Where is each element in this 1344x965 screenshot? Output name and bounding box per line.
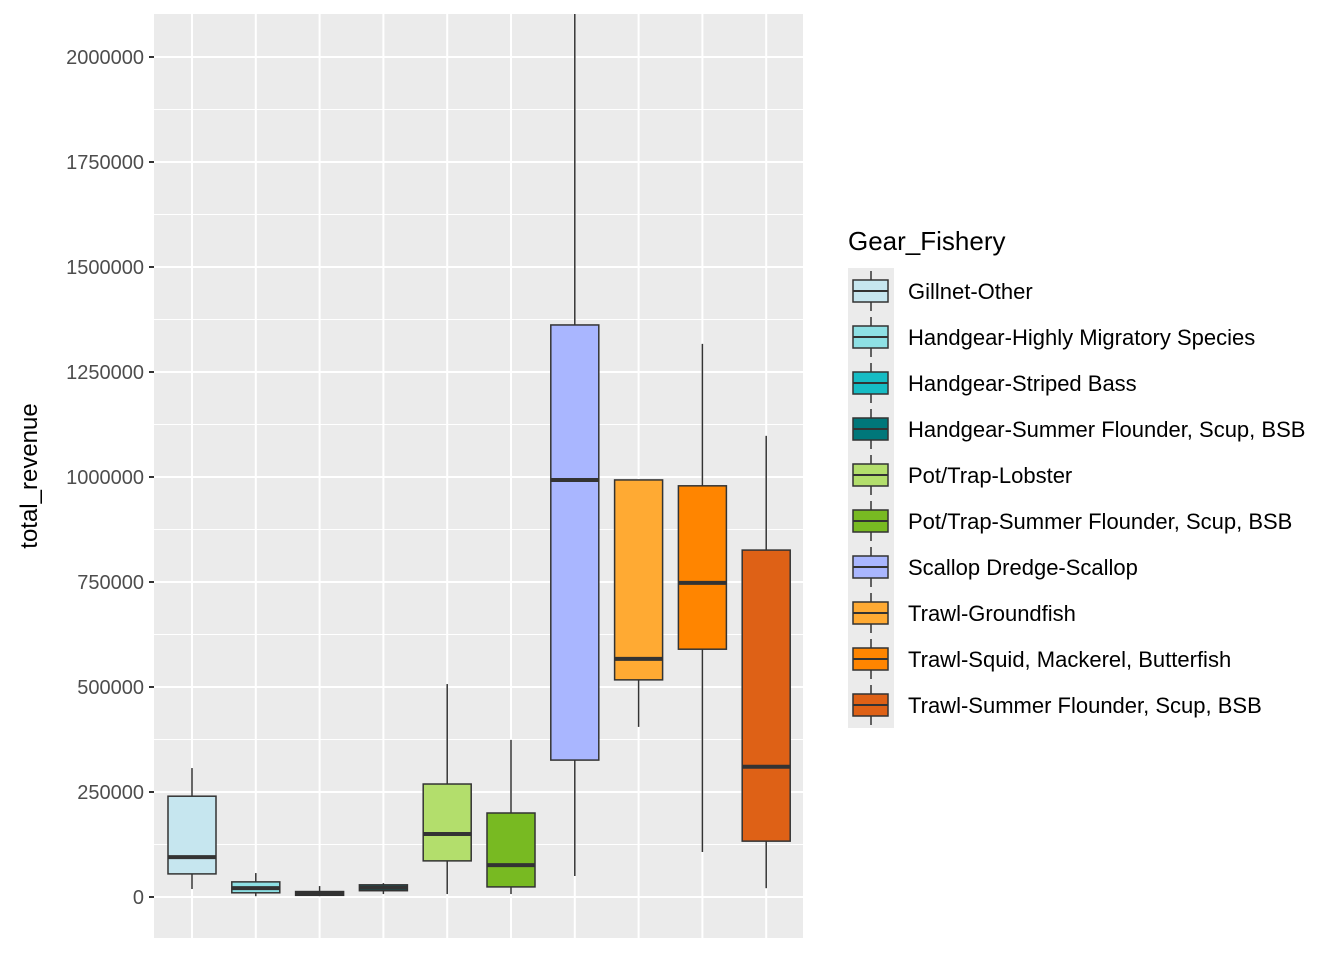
box	[167, 795, 217, 875]
box	[741, 549, 791, 842]
legend-item: Scallop Dredge-Scallop	[852, 547, 1138, 587]
legend-label: Trawl-Summer Flounder, Scup, BSB	[908, 693, 1262, 718]
legend-item: Pot/Trap-Summer Flounder, Scup, BSB	[852, 501, 1292, 541]
boxes	[167, 14, 791, 897]
legend-item: Trawl-Summer Flounder, Scup, BSB	[852, 685, 1262, 725]
box	[486, 812, 536, 888]
box	[677, 485, 728, 650]
box-1	[167, 768, 217, 890]
legend-item: Handgear-Summer Flounder, Scup, BSB	[852, 409, 1305, 449]
y-tick-label: 500000	[77, 677, 144, 699]
legend-item: Trawl-Squid, Mackerel, Butterfish	[852, 639, 1231, 679]
box-2	[231, 873, 281, 897]
legend-item: Handgear-Highly Migratory Species	[852, 317, 1255, 357]
y-tick-label: 1000000	[66, 467, 144, 489]
box-8	[613, 479, 664, 727]
box	[550, 324, 600, 761]
legend-item: Trawl-Groundfish	[852, 593, 1076, 633]
legend-label: Gillnet-Other	[908, 279, 1033, 304]
y-tick-label: 1750000	[66, 152, 144, 174]
box-6	[486, 739, 536, 895]
y-tick-label: 1500000	[66, 257, 144, 279]
legend-label: Trawl-Squid, Mackerel, Butterfish	[908, 647, 1231, 672]
box-3	[294, 886, 345, 897]
legend: Gillnet-Other Handgear-Highly Migratory S…	[848, 268, 1305, 728]
y-axis-label: total_revenue	[16, 403, 43, 548]
y-tick-label: 2000000	[66, 47, 144, 69]
box	[422, 783, 472, 862]
legend-label: Handgear-Summer Flounder, Scup, BSB	[908, 417, 1305, 442]
legend-title: Gear_Fishery	[848, 226, 1006, 256]
box-10	[741, 435, 791, 889]
box-7	[550, 14, 600, 876]
box	[613, 479, 664, 681]
y-tick-label: 0	[133, 887, 144, 909]
y-axis: 0 250000 500000 750000 1000000 1250000 1500000…	[66, 47, 154, 909]
legend-label: Pot/Trap-Lobster	[908, 463, 1072, 488]
y-tick-label: 750000	[77, 572, 144, 594]
legend-item: Pot/Trap-Lobster	[852, 455, 1072, 495]
legend-label: Handgear-Highly Migratory Species	[908, 325, 1255, 350]
legend-item: Handgear-Striped Bass	[852, 363, 1137, 403]
legend-label: Scallop Dredge-Scallop	[908, 555, 1138, 580]
box-9	[677, 343, 728, 853]
box-5	[422, 684, 472, 895]
legend-item: Gillnet-Other	[852, 271, 1033, 311]
y-tick-label: 250000	[77, 782, 144, 804]
legend-label: Trawl-Groundfish	[908, 601, 1076, 626]
legend-label: Pot/Trap-Summer Flounder, Scup, BSB	[908, 509, 1292, 534]
legend-label: Handgear-Striped Bass	[908, 371, 1137, 396]
y-tick-label: 1250000	[66, 362, 144, 384]
box-4	[358, 883, 409, 895]
